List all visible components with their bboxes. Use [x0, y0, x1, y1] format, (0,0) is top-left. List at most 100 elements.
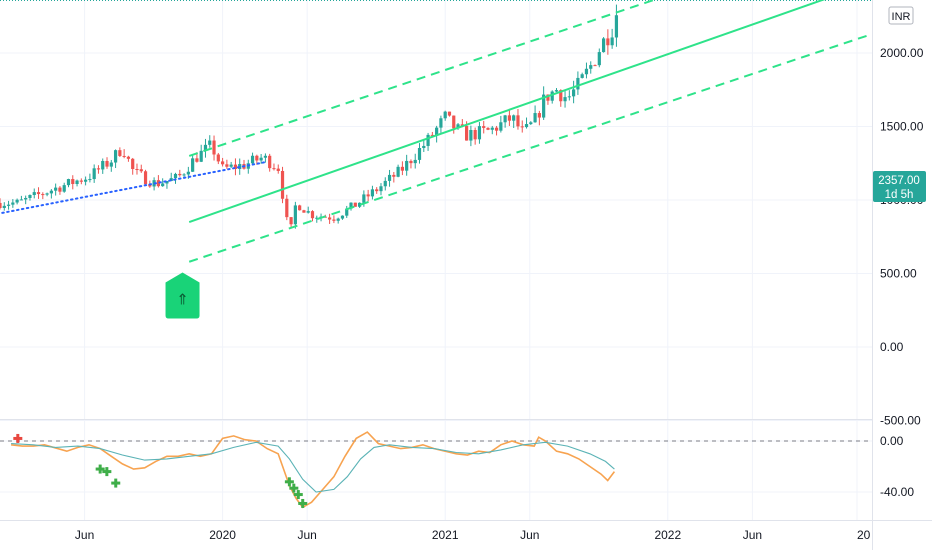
candle-body — [494, 127, 499, 131]
buy-cross-marker — [95, 464, 105, 474]
candle-body — [182, 174, 186, 176]
candle-body — [529, 122, 533, 125]
candle-body — [24, 197, 28, 200]
candle-body — [259, 157, 263, 161]
candle-body — [554, 90, 559, 92]
channel-middle-line[interactable] — [188, 0, 868, 223]
candle-body — [362, 194, 366, 203]
double-up-arrow-icon: ⇑ — [176, 292, 189, 309]
candle-body — [272, 168, 276, 170]
chart-grid — [0, 0, 872, 520]
buy-cross-marker — [298, 498, 308, 508]
candle-body — [36, 192, 41, 195]
candle-body — [0, 202, 2, 208]
candle-body — [178, 173, 182, 176]
time-axis-tick: 20 — [857, 528, 871, 542]
currency-badge[interactable]: INR — [888, 6, 914, 25]
candles — [0, 4, 619, 229]
candle-body — [460, 124, 464, 126]
candle-body — [161, 183, 165, 187]
candle-body — [456, 124, 460, 129]
time-axis-tick: Jun — [743, 528, 762, 542]
candle-body — [11, 202, 15, 205]
signal-flag[interactable]: ⇑ — [165, 272, 200, 319]
buy-cross-marker — [102, 467, 112, 477]
candle-body — [293, 205, 297, 225]
candle-body — [469, 130, 473, 141]
candle-body — [315, 217, 319, 219]
candle-body — [405, 160, 409, 171]
candle-body — [572, 89, 576, 97]
candle-body — [537, 113, 541, 118]
candle-body — [589, 65, 593, 69]
channel-lower-line[interactable] — [188, 34, 869, 263]
candle-body — [143, 171, 148, 185]
candle-body — [486, 127, 490, 130]
candle-body — [379, 186, 383, 192]
candle-body — [54, 187, 58, 191]
candle-body — [383, 180, 387, 187]
candle-body — [88, 179, 92, 181]
buy-cross-marker — [111, 478, 121, 488]
candle-body — [6, 204, 11, 206]
price-pane[interactable] — [0, 0, 872, 263]
channel-upper-line[interactable] — [188, 0, 868, 157]
candle-body — [550, 91, 554, 101]
candle-body — [396, 166, 400, 177]
candle-body — [499, 122, 503, 131]
currency-badge-label: INR — [892, 11, 911, 23]
candle-body — [546, 94, 550, 101]
candle-body — [302, 210, 306, 213]
candle-body — [280, 170, 285, 199]
candle-body — [593, 65, 597, 67]
axes: -500.000.00500.001000.001500.002000.0025… — [75, 46, 924, 542]
oscillator-pane[interactable] — [0, 431, 872, 509]
candle-body — [447, 111, 452, 116]
candle-body — [392, 174, 396, 177]
price-tag-box — [873, 171, 926, 202]
candle-body — [2, 205, 6, 208]
candle-body — [19, 199, 24, 201]
candle-body — [58, 187, 62, 192]
candle-body — [186, 171, 190, 175]
candle-body — [113, 150, 118, 163]
candle-body — [15, 199, 19, 203]
dotted-trendline[interactable] — [0, 160, 269, 218]
candle-body — [413, 159, 417, 164]
candle-body — [195, 158, 199, 162]
candle-body — [439, 118, 443, 128]
candle-body — [435, 127, 439, 136]
candle-body — [576, 77, 580, 90]
time-axis-tick: Jun — [75, 528, 94, 542]
osc-axis-tick: -40.00 — [880, 485, 914, 499]
sell-cross-marker — [13, 433, 23, 443]
candle-body — [357, 202, 362, 207]
candle-body — [584, 68, 589, 75]
candle-body — [606, 38, 610, 46]
candle-body — [250, 155, 255, 164]
candle-body — [417, 148, 422, 160]
candle-body — [216, 154, 220, 162]
price-axis-tick: 2000.00 — [880, 46, 924, 60]
candle-body — [32, 192, 36, 196]
candle-body — [203, 144, 208, 151]
buy-cross-marker — [289, 483, 299, 493]
candle-body — [139, 169, 143, 172]
buy-cross-marker — [293, 490, 303, 500]
candle-body — [375, 189, 379, 192]
candle-body — [92, 168, 96, 180]
candle-body — [490, 127, 494, 130]
candle-body — [366, 194, 370, 197]
price-axis-tick: 0.00 — [880, 340, 904, 354]
time-axis-tick: Jun — [298, 528, 317, 542]
candle-body — [122, 155, 126, 157]
candle-body — [156, 180, 160, 187]
candle-body — [409, 160, 413, 164]
candle-body — [542, 94, 546, 118]
candle-body — [191, 158, 195, 172]
candle-body — [601, 38, 606, 53]
candle-body — [101, 160, 105, 170]
candle-body — [66, 179, 71, 186]
candle-body — [71, 179, 75, 185]
